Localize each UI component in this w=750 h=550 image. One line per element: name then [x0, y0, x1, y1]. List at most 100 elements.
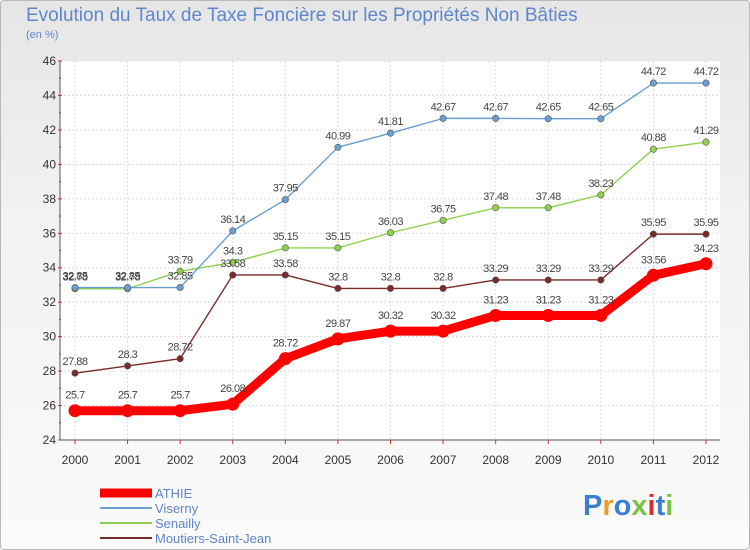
axis-layer: 24 26 28 30 32 34 36 38 40 42 44 46 2000 2001 2002 2003… [43, 54, 720, 467]
data-point [439, 114, 447, 122]
y-tick-label: 34 [43, 261, 57, 275]
data-point [702, 230, 710, 238]
data-label: 44.72 [693, 66, 718, 78]
data-label: 32.78 [62, 272, 87, 284]
data-label: 25.7 [170, 390, 190, 402]
data-point [384, 324, 397, 338]
series-layer [68, 79, 713, 418]
x-tick-label: 2005 [325, 453, 352, 467]
x-tick-label: 2007 [430, 453, 457, 467]
data-label: 32.78 [115, 272, 140, 284]
data-point [386, 229, 394, 237]
data-label: 32.8 [433, 271, 453, 283]
data-label: 32.8 [328, 271, 348, 283]
logo-letter: o [613, 490, 632, 522]
data-point [334, 143, 342, 151]
data-point [492, 114, 500, 122]
y-tick-label: 24 [43, 433, 57, 447]
data-label: 26.08 [220, 383, 245, 395]
data-point [331, 332, 345, 346]
data-point [176, 355, 184, 363]
data-label: 41.81 [378, 116, 403, 128]
data-label: 40.88 [641, 132, 666, 144]
data-point [439, 284, 447, 292]
data-point [176, 284, 184, 292]
x-tick-label: 2001 [114, 453, 141, 467]
data-label: 25.7 [118, 390, 138, 402]
data-label: 32.8 [381, 271, 401, 283]
data-label: 33.56 [641, 254, 666, 266]
data-label: 31.23 [483, 294, 508, 306]
data-point [334, 284, 342, 292]
data-point [281, 244, 289, 252]
data-label: 35.15 [325, 231, 350, 243]
data-label: 35.95 [641, 217, 666, 229]
y-tick-label: 26 [43, 399, 57, 413]
data-label: 32.85 [168, 271, 193, 283]
x-tick-label: 2002 [167, 453, 194, 467]
chart-title: Evolution du Taux de Taxe Foncière sur l… [26, 5, 578, 26]
data-label: 34.23 [693, 243, 718, 255]
data-point [71, 284, 79, 292]
data-label: 32.85 [115, 271, 140, 283]
x-tick-label: 2003 [219, 453, 246, 467]
data-label: 33.29 [536, 263, 561, 275]
data-point [541, 308, 555, 322]
data-label: 36.03 [378, 216, 403, 228]
data-point [229, 271, 237, 279]
data-point [702, 138, 710, 146]
data-point [699, 257, 713, 271]
data-point [121, 404, 135, 418]
data-point [439, 216, 447, 224]
data-label: 28.3 [118, 349, 138, 361]
data-point [649, 79, 657, 87]
data-point [386, 284, 394, 292]
data-label: 37.95 [273, 183, 298, 195]
data-label: 29.87 [325, 318, 350, 330]
logo-letter: r [602, 490, 614, 522]
data-point [597, 115, 605, 123]
x-tick-label: 2010 [587, 453, 614, 467]
data-point [489, 308, 503, 322]
x-tick-label: 2000 [62, 453, 89, 467]
y-tick-label: 32 [43, 295, 57, 309]
x-tick-label: 2004 [272, 453, 299, 467]
y-tick-label: 42 [43, 123, 57, 137]
data-label: 37.48 [536, 191, 561, 203]
y-tick-label: 30 [43, 330, 57, 344]
data-label: 41.29 [693, 125, 718, 137]
data-label: 36.75 [431, 203, 456, 215]
data-label: 40.99 [325, 130, 350, 142]
data-point [334, 244, 342, 252]
data-point [281, 271, 289, 279]
data-label: 35.15 [273, 231, 298, 243]
logo-letter: x [631, 490, 648, 522]
data-label: 38.23 [588, 178, 613, 190]
data-point [544, 115, 552, 123]
legend-label: Viserny [155, 501, 199, 516]
data-point [594, 308, 608, 322]
data-label: 34.3 [223, 246, 243, 258]
data-label: 33.29 [588, 263, 613, 275]
data-point [436, 324, 450, 338]
data-label: 33.58 [273, 258, 298, 270]
data-label: 31.23 [536, 294, 561, 306]
data-point [492, 276, 500, 284]
legend-label: Senailly [155, 516, 201, 531]
x-tick-label: 2006 [377, 453, 404, 467]
data-label: 27.88 [62, 356, 87, 368]
data-label: 31.23 [588, 294, 613, 306]
data-label: 30.32 [431, 310, 456, 322]
data-label: 35.95 [693, 217, 718, 229]
data-point [386, 129, 394, 137]
data-point [278, 352, 292, 366]
data-point [597, 191, 605, 199]
data-point [646, 268, 660, 282]
y-tick-label: 44 [43, 88, 57, 102]
data-point [226, 397, 240, 411]
data-label: 33.58 [220, 258, 245, 270]
x-tick-label: 2008 [482, 453, 509, 467]
data-point [173, 404, 187, 418]
data-label: 44.72 [641, 66, 666, 78]
